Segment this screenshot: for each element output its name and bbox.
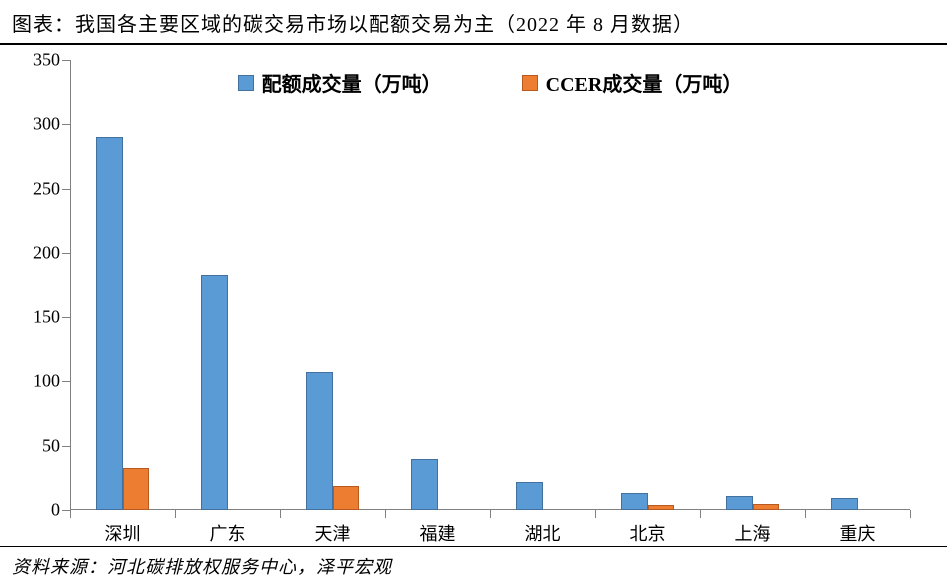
x-tick-label: 深圳 (105, 510, 141, 546)
x-tick (70, 510, 71, 518)
x-tick-label: 广东 (210, 510, 246, 546)
y-tick-label: 300 (33, 114, 70, 135)
y-tick-label: 0 (51, 500, 70, 521)
bar (201, 275, 227, 510)
x-tick (490, 510, 491, 518)
bar (333, 486, 359, 510)
bar (753, 504, 779, 510)
chart-container: 图表：我国各主要区域的碳交易市场以配额交易为主（2022 年 8 月数据） 配额… (0, 0, 947, 585)
y-tick-label: 350 (33, 50, 70, 71)
x-tick-label: 福建 (420, 510, 456, 546)
x-tick-label: 天津 (315, 510, 351, 546)
y-axis (70, 60, 71, 510)
y-tick-label: 250 (33, 178, 70, 199)
x-tick (280, 510, 281, 518)
x-tick-label: 上海 (735, 510, 771, 546)
bar (726, 496, 752, 510)
chart-title: 图表：我国各主要区域的碳交易市场以配额交易为主（2022 年 8 月数据） (0, 0, 947, 45)
chart-area: 配额成交量（万吨）CCER成交量（万吨） 0501001502002503003… (70, 60, 910, 510)
bar (123, 468, 149, 510)
y-tick-label: 150 (33, 307, 70, 328)
bar (516, 482, 542, 510)
bar (411, 459, 437, 510)
bar (306, 372, 332, 510)
bar (648, 505, 674, 510)
x-tick-label: 北京 (630, 510, 666, 546)
bar (96, 137, 122, 510)
x-tick (595, 510, 596, 518)
bar (621, 493, 647, 510)
x-tick (385, 510, 386, 518)
x-tick (700, 510, 701, 518)
source-attribution: 资料来源：河北碳排放权服务中心，泽平宏观 (0, 546, 947, 585)
x-tick (805, 510, 806, 518)
x-tick (175, 510, 176, 518)
y-tick-label: 50 (42, 435, 70, 456)
x-tick-label: 重庆 (840, 510, 876, 546)
plot: 050100150200250300350深圳广东天津福建湖北北京上海重庆 (70, 60, 910, 510)
bar (831, 498, 857, 510)
y-tick-label: 200 (33, 242, 70, 263)
y-tick-label: 100 (33, 371, 70, 392)
x-tick-label: 湖北 (525, 510, 561, 546)
x-tick (910, 510, 911, 518)
